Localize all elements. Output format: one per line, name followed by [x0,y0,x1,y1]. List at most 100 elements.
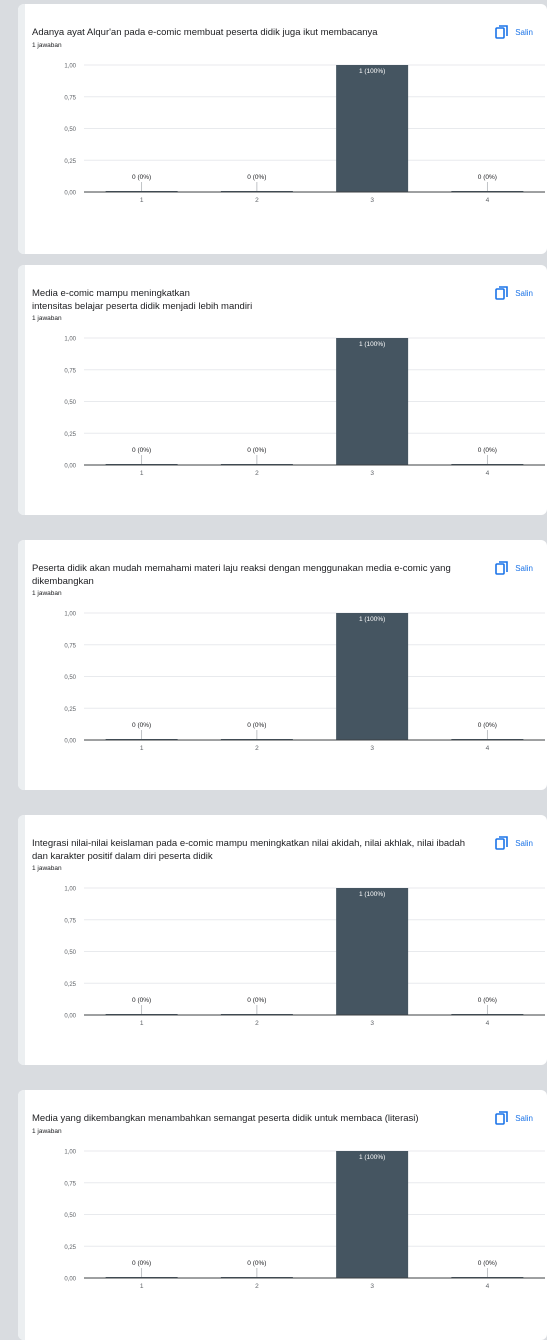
y-tick-label: 1,00 [64,64,76,70]
question-title: Peserta didik akan mudah memahami materi… [32,563,451,587]
bar-3[interactable] [336,613,409,740]
bar-chart: 0,00 0,25 0,50 0,75 1,00 0 (0%) 1 0 (0%) 2 1 (100… [64,1150,545,1290]
y-tick-label: 0,25 [64,432,76,438]
question-card: Integrasi nilai-nilai keislaman pada e-c… [18,815,547,1065]
x-tick-label: 1 [140,745,144,752]
bar-value-label: 0 (0%) [247,174,266,181]
response-count: 1 jawaban [32,590,62,597]
x-tick-label: 4 [486,470,490,477]
card-edge [18,1090,25,1340]
card-edge [18,265,25,515]
y-tick-label: 0,75 [64,95,76,101]
x-tick-label: 3 [370,1283,374,1290]
question-card: Adanya ayat Alqur'an pada e-comic membua… [18,4,547,254]
bar-value-label: 0 (0%) [132,1260,151,1267]
response-count: 1 jawaban [32,865,62,872]
y-tick-label: 0,25 [64,159,76,165]
response-count: 1 jawaban [32,315,62,322]
bar-value-label: 0 (0%) [478,997,497,1004]
x-tick-label: 1 [140,470,144,477]
x-tick-label: 3 [370,197,374,204]
copy-button-label: Salin [515,27,533,37]
y-tick-label: 0,00 [64,191,76,197]
bar-value-label: 0 (0%) [247,997,266,1004]
copy-icon [495,1111,509,1125]
y-tick-label: 0,25 [64,982,76,988]
bar-value-label: 0 (0%) [478,1260,497,1267]
x-tick-label: 4 [486,197,490,204]
bar-value-label: 0 (0%) [247,722,266,729]
card-edge [18,4,25,254]
x-tick-label: 2 [255,470,259,477]
response-count: 1 jawaban [32,42,62,49]
question-title: Media yang dikembangkan menambahkan sema… [32,1113,419,1124]
copy-icon [495,836,509,850]
y-tick-label: 0,50 [64,950,76,956]
bar-chart: 0,00 0,25 0,50 0,75 1,00 0 (0%) 1 0 (0%) 2 1 (100… [64,64,545,204]
copy-icon [495,25,509,39]
bar-value-label: 0 (0%) [478,174,497,181]
bar-value-label: 0 (0%) [132,997,151,1004]
copy-button-label: Salin [515,838,533,848]
y-tick-label: 0,25 [64,1245,76,1251]
bar-value-label: 1 (100%) [359,68,385,75]
x-tick-label: 3 [370,745,374,752]
bar-3[interactable] [336,1151,409,1278]
question-title: Media e-comic mampu meningkatkan intensi… [32,288,253,312]
bar-value-label: 0 (0%) [247,447,266,454]
copy-chart-button[interactable]: Salin [495,560,533,576]
question-card: Media yang dikembangkan menambahkan sema… [18,1090,547,1340]
bar-value-label: 1 (100%) [359,891,385,898]
y-tick-label: 0,00 [64,1014,76,1020]
y-tick-label: 0,50 [64,675,76,681]
x-tick-label: 2 [255,745,259,752]
y-tick-label: 1,00 [64,887,76,893]
bar-3[interactable] [336,65,409,192]
y-tick-label: 0,00 [64,739,76,745]
bar-value-label: 0 (0%) [132,722,151,729]
copy-chart-button[interactable]: Salin [495,1110,533,1126]
y-tick-label: 0,50 [64,1213,76,1219]
bar-chart: 0,00 0,25 0,50 0,75 1,00 0 (0%) 1 0 (0%) 2 1 (100… [64,337,545,477]
question-card: Media e-comic mampu meningkatkan intensi… [18,265,547,515]
y-tick-label: 0,75 [64,1181,76,1187]
bar-chart: 0,00 0,25 0,50 0,75 1,00 0 (0%) 1 0 (0%) 2 1 (100… [64,612,545,752]
bar-3[interactable] [336,888,409,1015]
y-tick-label: 0,50 [64,400,76,406]
bar-value-label: 1 (100%) [359,1154,385,1161]
copy-button-label: Salin [515,288,533,298]
response-count: 1 jawaban [32,1128,62,1135]
x-tick-label: 1 [140,1283,144,1290]
x-tick-label: 3 [370,1020,374,1027]
question-title: Integrasi nilai-nilai keislaman pada e-c… [32,838,466,862]
bar-value-label: 0 (0%) [478,722,497,729]
copy-icon [495,286,509,300]
y-tick-label: 0,00 [64,464,76,470]
card-edge [18,540,25,790]
x-tick-label: 3 [370,470,374,477]
copy-icon [495,561,509,575]
response-summary-list: Adanya ayat Alqur'an pada e-comic membua… [18,4,547,1340]
y-tick-label: 1,00 [64,1150,76,1156]
y-tick-label: 1,00 [64,337,76,343]
y-tick-label: 0,75 [64,368,76,374]
x-tick-label: 1 [140,197,144,204]
bar-value-label: 1 (100%) [359,341,385,348]
x-tick-label: 1 [140,1020,144,1027]
bar-chart: 0,00 0,25 0,50 0,75 1,00 0 (0%) 1 0 (0%) 2 1 (100… [64,887,545,1027]
bar-value-label: 0 (0%) [247,1260,266,1267]
bar-value-label: 0 (0%) [478,447,497,454]
copy-chart-button[interactable]: Salin [495,835,533,851]
copy-chart-button[interactable]: Salin [495,285,533,301]
y-tick-label: 0,75 [64,918,76,924]
bar-3[interactable] [336,338,409,465]
copy-button-label: Salin [515,1113,533,1123]
y-tick-label: 0,50 [64,127,76,133]
copy-chart-button[interactable]: Salin [495,24,533,40]
question-card: Peserta didik akan mudah memahami materi… [18,540,547,790]
x-tick-label: 4 [486,1020,490,1027]
copy-button-label: Salin [515,563,533,573]
card-edge [18,815,25,1065]
y-tick-label: 0,25 [64,707,76,713]
y-tick-label: 0,75 [64,643,76,649]
